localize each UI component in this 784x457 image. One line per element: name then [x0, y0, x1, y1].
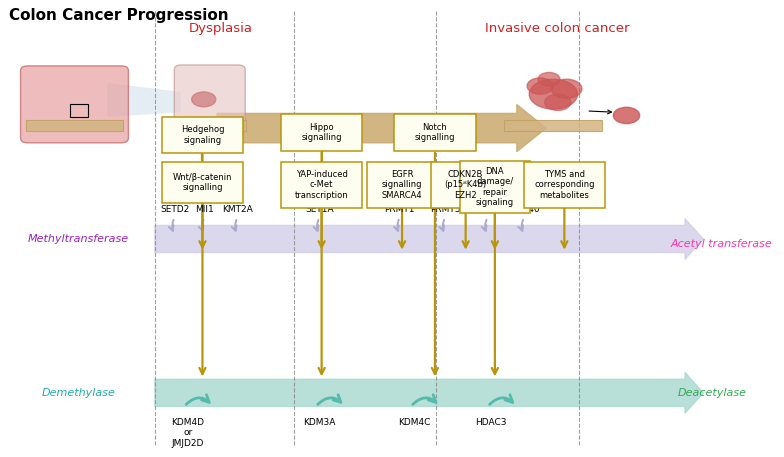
- Text: EGFR
signalling
SMARCA4: EGFR signalling SMARCA4: [382, 170, 423, 200]
- FancyBboxPatch shape: [173, 120, 246, 131]
- Text: KDM4D
or
JMJD2D: KDM4D or JMJD2D: [172, 418, 205, 447]
- Text: Colon Cancer Progression: Colon Cancer Progression: [9, 8, 228, 23]
- FancyBboxPatch shape: [281, 162, 362, 207]
- Text: Hedgehog
signaling: Hedgehog signaling: [180, 125, 224, 144]
- Polygon shape: [107, 83, 180, 117]
- Text: YAP-induced
c-Met
transcription: YAP-induced c-Met transcription: [295, 170, 348, 200]
- FancyBboxPatch shape: [281, 114, 362, 151]
- Text: TYMS and
corresponding
metabolites: TYMS and corresponding metabolites: [534, 170, 594, 200]
- Circle shape: [551, 79, 582, 98]
- FancyBboxPatch shape: [20, 66, 129, 143]
- Circle shape: [529, 79, 578, 109]
- FancyArrow shape: [217, 105, 546, 152]
- FancyArrow shape: [155, 218, 703, 260]
- FancyBboxPatch shape: [504, 120, 602, 131]
- Text: CDKN2B
(p15ᴽK4b)
EZH2: CDKN2B (p15ᴽK4b) EZH2: [445, 170, 487, 200]
- FancyBboxPatch shape: [394, 114, 476, 151]
- Text: Methyltransferase: Methyltransferase: [27, 234, 129, 244]
- Circle shape: [527, 78, 554, 94]
- Text: SET1A: SET1A: [305, 205, 334, 214]
- Text: HDAC3: HDAC3: [475, 418, 507, 427]
- FancyBboxPatch shape: [26, 120, 124, 131]
- Text: Notch
signalling: Notch signalling: [415, 123, 456, 142]
- Text: SETD2: SETD2: [160, 205, 189, 214]
- FancyBboxPatch shape: [174, 65, 245, 124]
- Text: PRMT5: PRMT5: [430, 205, 460, 214]
- Text: Hippo
signalling: Hippo signalling: [301, 123, 342, 142]
- FancyBboxPatch shape: [162, 162, 243, 203]
- Text: MII1: MII1: [195, 205, 214, 214]
- Text: KAT2A: KAT2A: [474, 205, 502, 214]
- FancyArrow shape: [155, 372, 703, 413]
- Circle shape: [545, 94, 571, 111]
- Circle shape: [191, 92, 216, 107]
- FancyBboxPatch shape: [459, 161, 530, 213]
- Text: NAA40: NAA40: [509, 205, 539, 214]
- Text: Dysplasia: Dysplasia: [189, 22, 252, 35]
- Circle shape: [613, 107, 640, 123]
- FancyBboxPatch shape: [162, 117, 243, 153]
- Text: KDM4C: KDM4C: [398, 418, 430, 427]
- Text: Demethylase: Demethylase: [42, 388, 115, 398]
- Text: Acetyl transferase: Acetyl transferase: [670, 239, 772, 249]
- Text: PRMT1: PRMT1: [385, 205, 415, 214]
- Text: Deacetylase: Deacetylase: [677, 388, 746, 398]
- Text: KDM3A: KDM3A: [303, 418, 336, 427]
- Text: Invasive colon cancer: Invasive colon cancer: [485, 22, 630, 35]
- FancyBboxPatch shape: [524, 162, 605, 207]
- Text: KMT2A: KMT2A: [222, 205, 253, 214]
- Circle shape: [538, 73, 560, 86]
- Text: Wnt/β-catenin
signalling: Wnt/β-catenin signalling: [172, 173, 232, 192]
- Text: DNA
damage/
repair
signaling: DNA damage/ repair signaling: [476, 167, 514, 207]
- FancyBboxPatch shape: [430, 162, 501, 207]
- FancyBboxPatch shape: [367, 162, 437, 207]
